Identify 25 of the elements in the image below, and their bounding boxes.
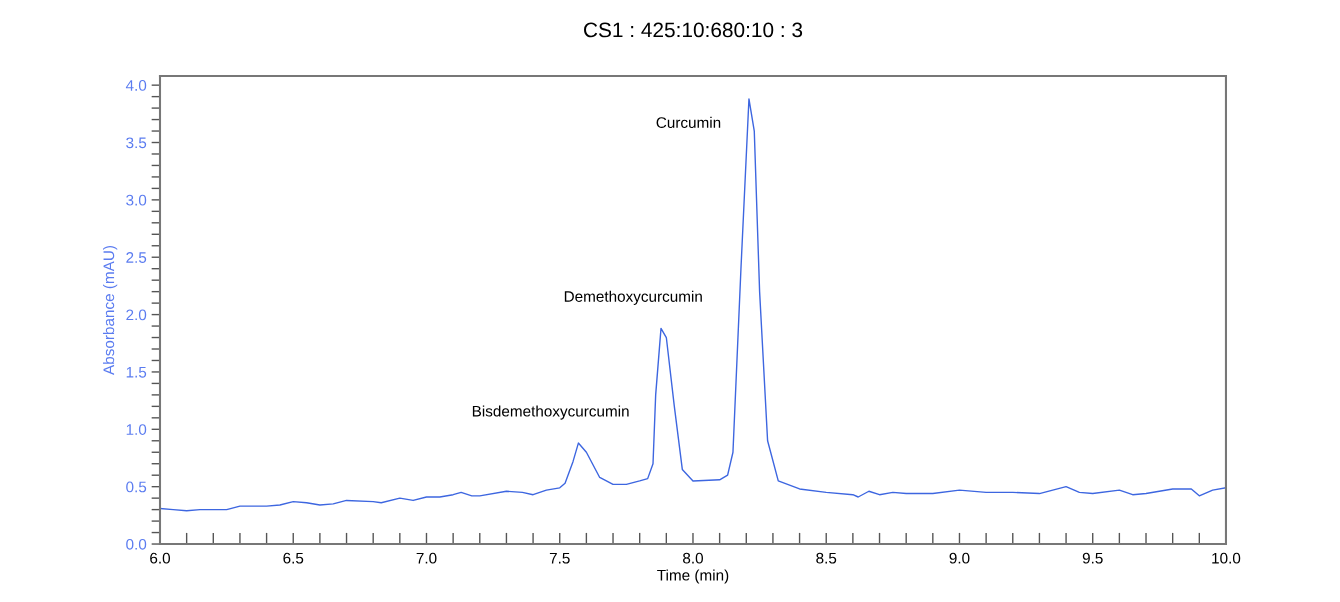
y-tick-label: 0.0 (126, 538, 147, 550)
y-tick-label: 2.5 (126, 252, 147, 263)
x-axis-title: Time (min) (657, 569, 729, 584)
y-axis-title: Absorbance (mAU) (102, 245, 118, 375)
y-tick-label: 2.0 (126, 309, 147, 321)
y-tick-label: 0.5 (126, 481, 147, 493)
x-tick-label: 10.0 (1212, 552, 1241, 564)
y-tick-label: 3.0 (126, 194, 147, 206)
y-tick-label: 4.0 (125, 80, 147, 91)
annotation: Demethoxycurcumin (564, 290, 702, 305)
chart-title: CS1 : 425:10:680:10 : 3 (584, 22, 803, 38)
x-tick-label: 9.0 (949, 552, 970, 564)
annotation: Curcumin (656, 116, 721, 129)
y-tick-label: 1.0 (126, 424, 147, 435)
line-series (160, 98, 1226, 512)
y-tick-label: 1.5 (126, 366, 147, 378)
x-tick-label: 6.0 (150, 552, 171, 564)
y-tick-label: 3.5 (126, 137, 147, 149)
x-tick-label: 7.0 (416, 552, 437, 564)
x-tick-label: 8.5 (816, 552, 837, 564)
x-tick-label: 9.5 (1082, 552, 1103, 564)
x-tick-label: 8.0 (683, 552, 703, 564)
x-tick-label: 7.5 (549, 552, 570, 564)
x-tick-label: 6.5 (283, 552, 304, 564)
annotation: Bisdemethoxycurcumin (472, 405, 629, 420)
